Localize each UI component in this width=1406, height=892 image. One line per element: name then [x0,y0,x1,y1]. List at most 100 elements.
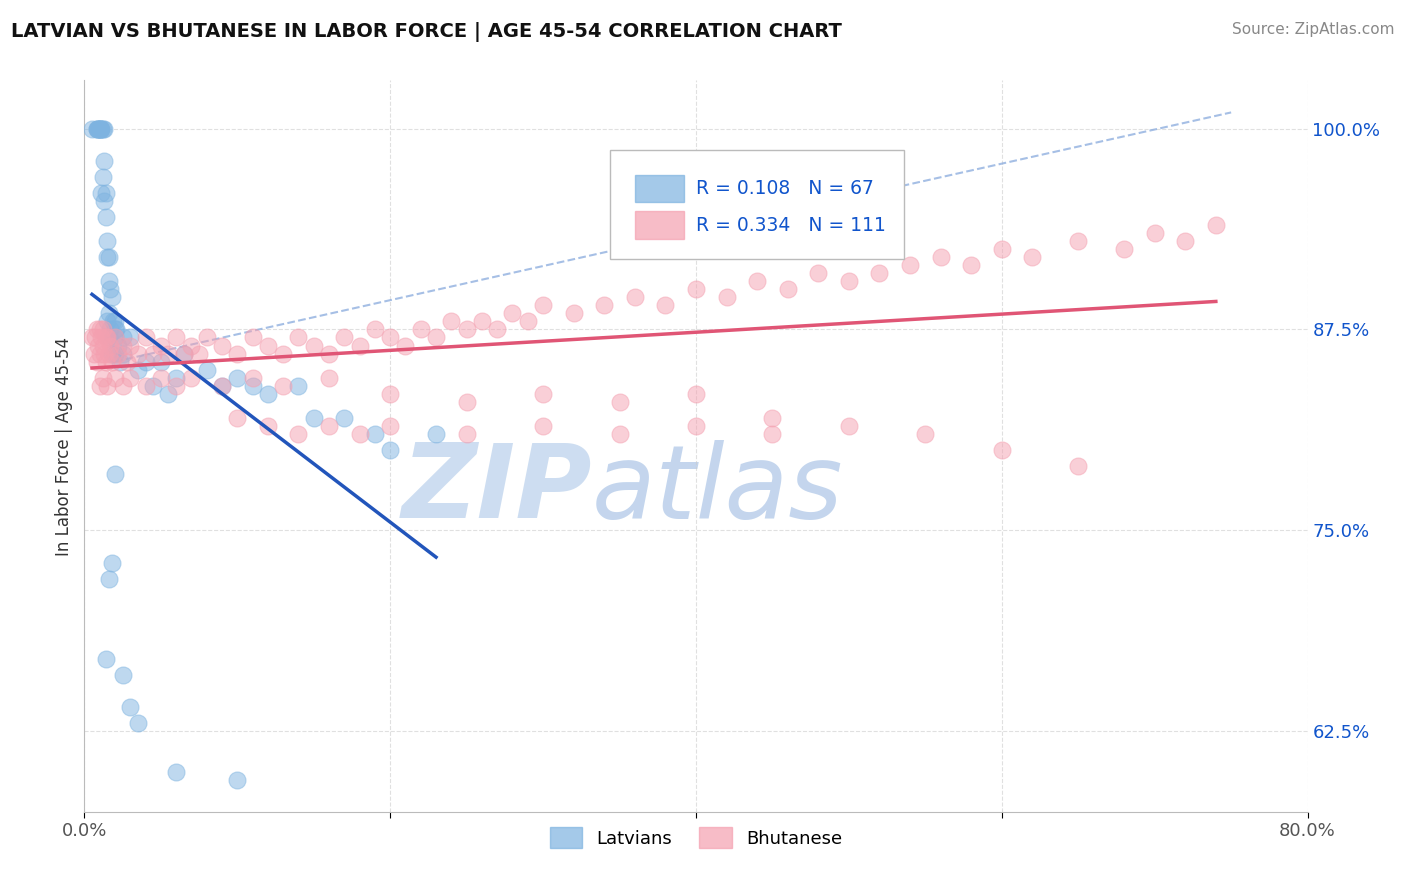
Point [838,418,860,433]
Point [960,258,983,272]
Point [1114,242,1136,256]
Point [104,330,127,344]
Point [333,410,356,425]
Point [1174,234,1197,248]
Point [127,362,149,376]
Point [271,346,294,360]
Point [142,378,165,392]
Point [898,258,921,272]
Point [107,346,129,360]
Point [593,298,616,312]
Point [211,378,233,392]
Point [96,234,118,248]
Point [287,330,309,344]
Text: R = 0.108   N = 67: R = 0.108 N = 67 [696,179,875,198]
Point [991,443,1014,458]
Point [91,370,114,384]
Text: atlas: atlas [592,440,844,540]
Point [96,378,118,392]
Point [89,346,111,360]
Point [86,354,108,368]
Point [929,250,952,264]
Point [440,314,463,328]
Point [869,266,891,280]
Point [93,194,115,208]
Point [104,330,127,344]
Point [89,121,111,136]
Point [409,322,432,336]
Point [115,354,138,368]
Point [287,378,309,392]
Point [226,772,249,787]
Point [271,378,294,392]
Point [195,362,218,376]
Point [776,282,799,296]
Point [97,346,120,360]
Point [104,346,127,360]
Point [302,338,325,352]
Point [380,386,402,401]
Point [364,426,387,441]
Point [211,378,233,392]
Point [333,330,356,344]
Point [89,322,111,336]
Point [685,282,707,296]
Point [364,322,387,336]
Point [87,121,110,136]
Point [562,306,585,320]
Text: R = 0.334   N = 111: R = 0.334 N = 111 [696,216,886,235]
Point [188,346,211,360]
Point [142,346,165,360]
Point [101,290,124,304]
Point [104,467,127,482]
Point [165,330,187,344]
Point [173,346,195,360]
Point [914,426,936,441]
Point [287,426,309,441]
Point [425,426,447,441]
Point [90,186,112,200]
Point [349,338,371,352]
Point [1021,250,1043,264]
Point [97,250,120,264]
Point [394,338,416,352]
Point [120,338,142,352]
Point [96,314,118,328]
Point [302,410,325,425]
Point [97,572,120,586]
Point [380,330,402,344]
Point [90,121,112,136]
Point [108,354,131,368]
Point [157,386,180,401]
Point [349,426,371,441]
Point [226,346,249,360]
Point [135,330,157,344]
Point [380,443,402,458]
Point [531,298,554,312]
Point [135,378,157,392]
Point [84,330,107,344]
Point [111,668,134,682]
Point [180,338,202,352]
Point [80,330,103,344]
Point [94,186,117,200]
Point [98,322,121,336]
Point [211,338,233,352]
Point [101,346,124,360]
Point [1205,218,1227,232]
Point [531,418,554,433]
Point [94,330,117,344]
Point [716,290,738,304]
Point [91,169,114,184]
Point [257,386,280,401]
Point [165,370,187,384]
Point [654,298,676,312]
Point [107,338,129,352]
Point [90,330,112,344]
Point [97,306,120,320]
Point [761,426,783,441]
Point [1067,459,1090,474]
Point [104,370,127,384]
Point [89,121,111,136]
Point [111,378,134,392]
